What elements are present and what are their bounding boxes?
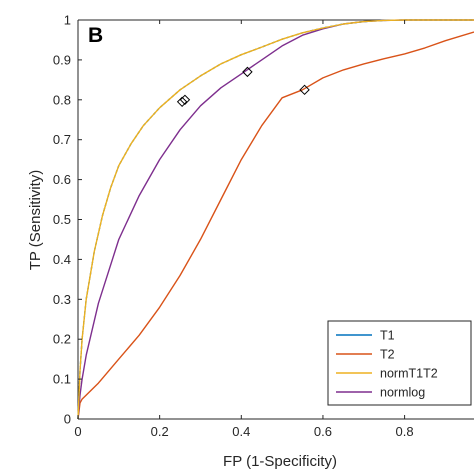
x-tick-label: 0.6: [314, 424, 332, 439]
operating-point-normlog: [242, 66, 253, 78]
y-tick-label: 0.2: [53, 332, 71, 347]
y-tick-label: 0.1: [53, 372, 71, 387]
series-line-t2: [77, 31, 474, 420]
y-tick-label: 0.9: [53, 52, 71, 67]
x-tick-label: 0: [74, 424, 81, 439]
legend-label-t1: T1: [380, 329, 395, 343]
y-tick-label: 0.6: [53, 172, 71, 187]
y-tick-label: 0.3: [53, 292, 71, 307]
legend-label-normlog: normlog: [380, 386, 425, 400]
y-tick-label: 0.7: [53, 132, 71, 147]
y-tick-label: 0.4: [53, 252, 71, 267]
series-line-normt1t2: [77, 19, 474, 420]
panel-label: B: [88, 24, 103, 47]
operating-point-t2: [299, 84, 310, 96]
y-tick-label: 1: [64, 13, 71, 28]
axis-tick-labels: 0 0.2 0.4 0.6 0.8 0 0.1 0.2 0.3 0.4 0.5 0.6 0.7 0.8 0.…: [53, 13, 414, 440]
x-axis-label: FP (1-Specificity): [223, 453, 337, 470]
x-tick-label: 0.8: [396, 424, 414, 439]
y-axis-label: TP (Sensitivity): [27, 170, 44, 271]
axis-ticks: [77, 19, 406, 420]
y-tick-label: 0.8: [53, 92, 71, 107]
y-tick-label: 0.5: [53, 212, 71, 227]
x-tick-label: 0.4: [232, 424, 250, 439]
legend: T1 T2 normT1T2 normlog: [327, 320, 472, 406]
roc-curves: [77, 19, 474, 420]
legend-label-t2: T2: [380, 348, 395, 362]
legend-label-normt1t2: normT1T2: [380, 367, 438, 381]
y-tick-label: 0: [64, 412, 71, 427]
operating-point-normt1t2: [179, 94, 191, 106]
operating-point-markers: [176, 66, 310, 108]
operating-point-t1: [176, 96, 188, 108]
x-tick-label: 0.2: [151, 424, 169, 439]
